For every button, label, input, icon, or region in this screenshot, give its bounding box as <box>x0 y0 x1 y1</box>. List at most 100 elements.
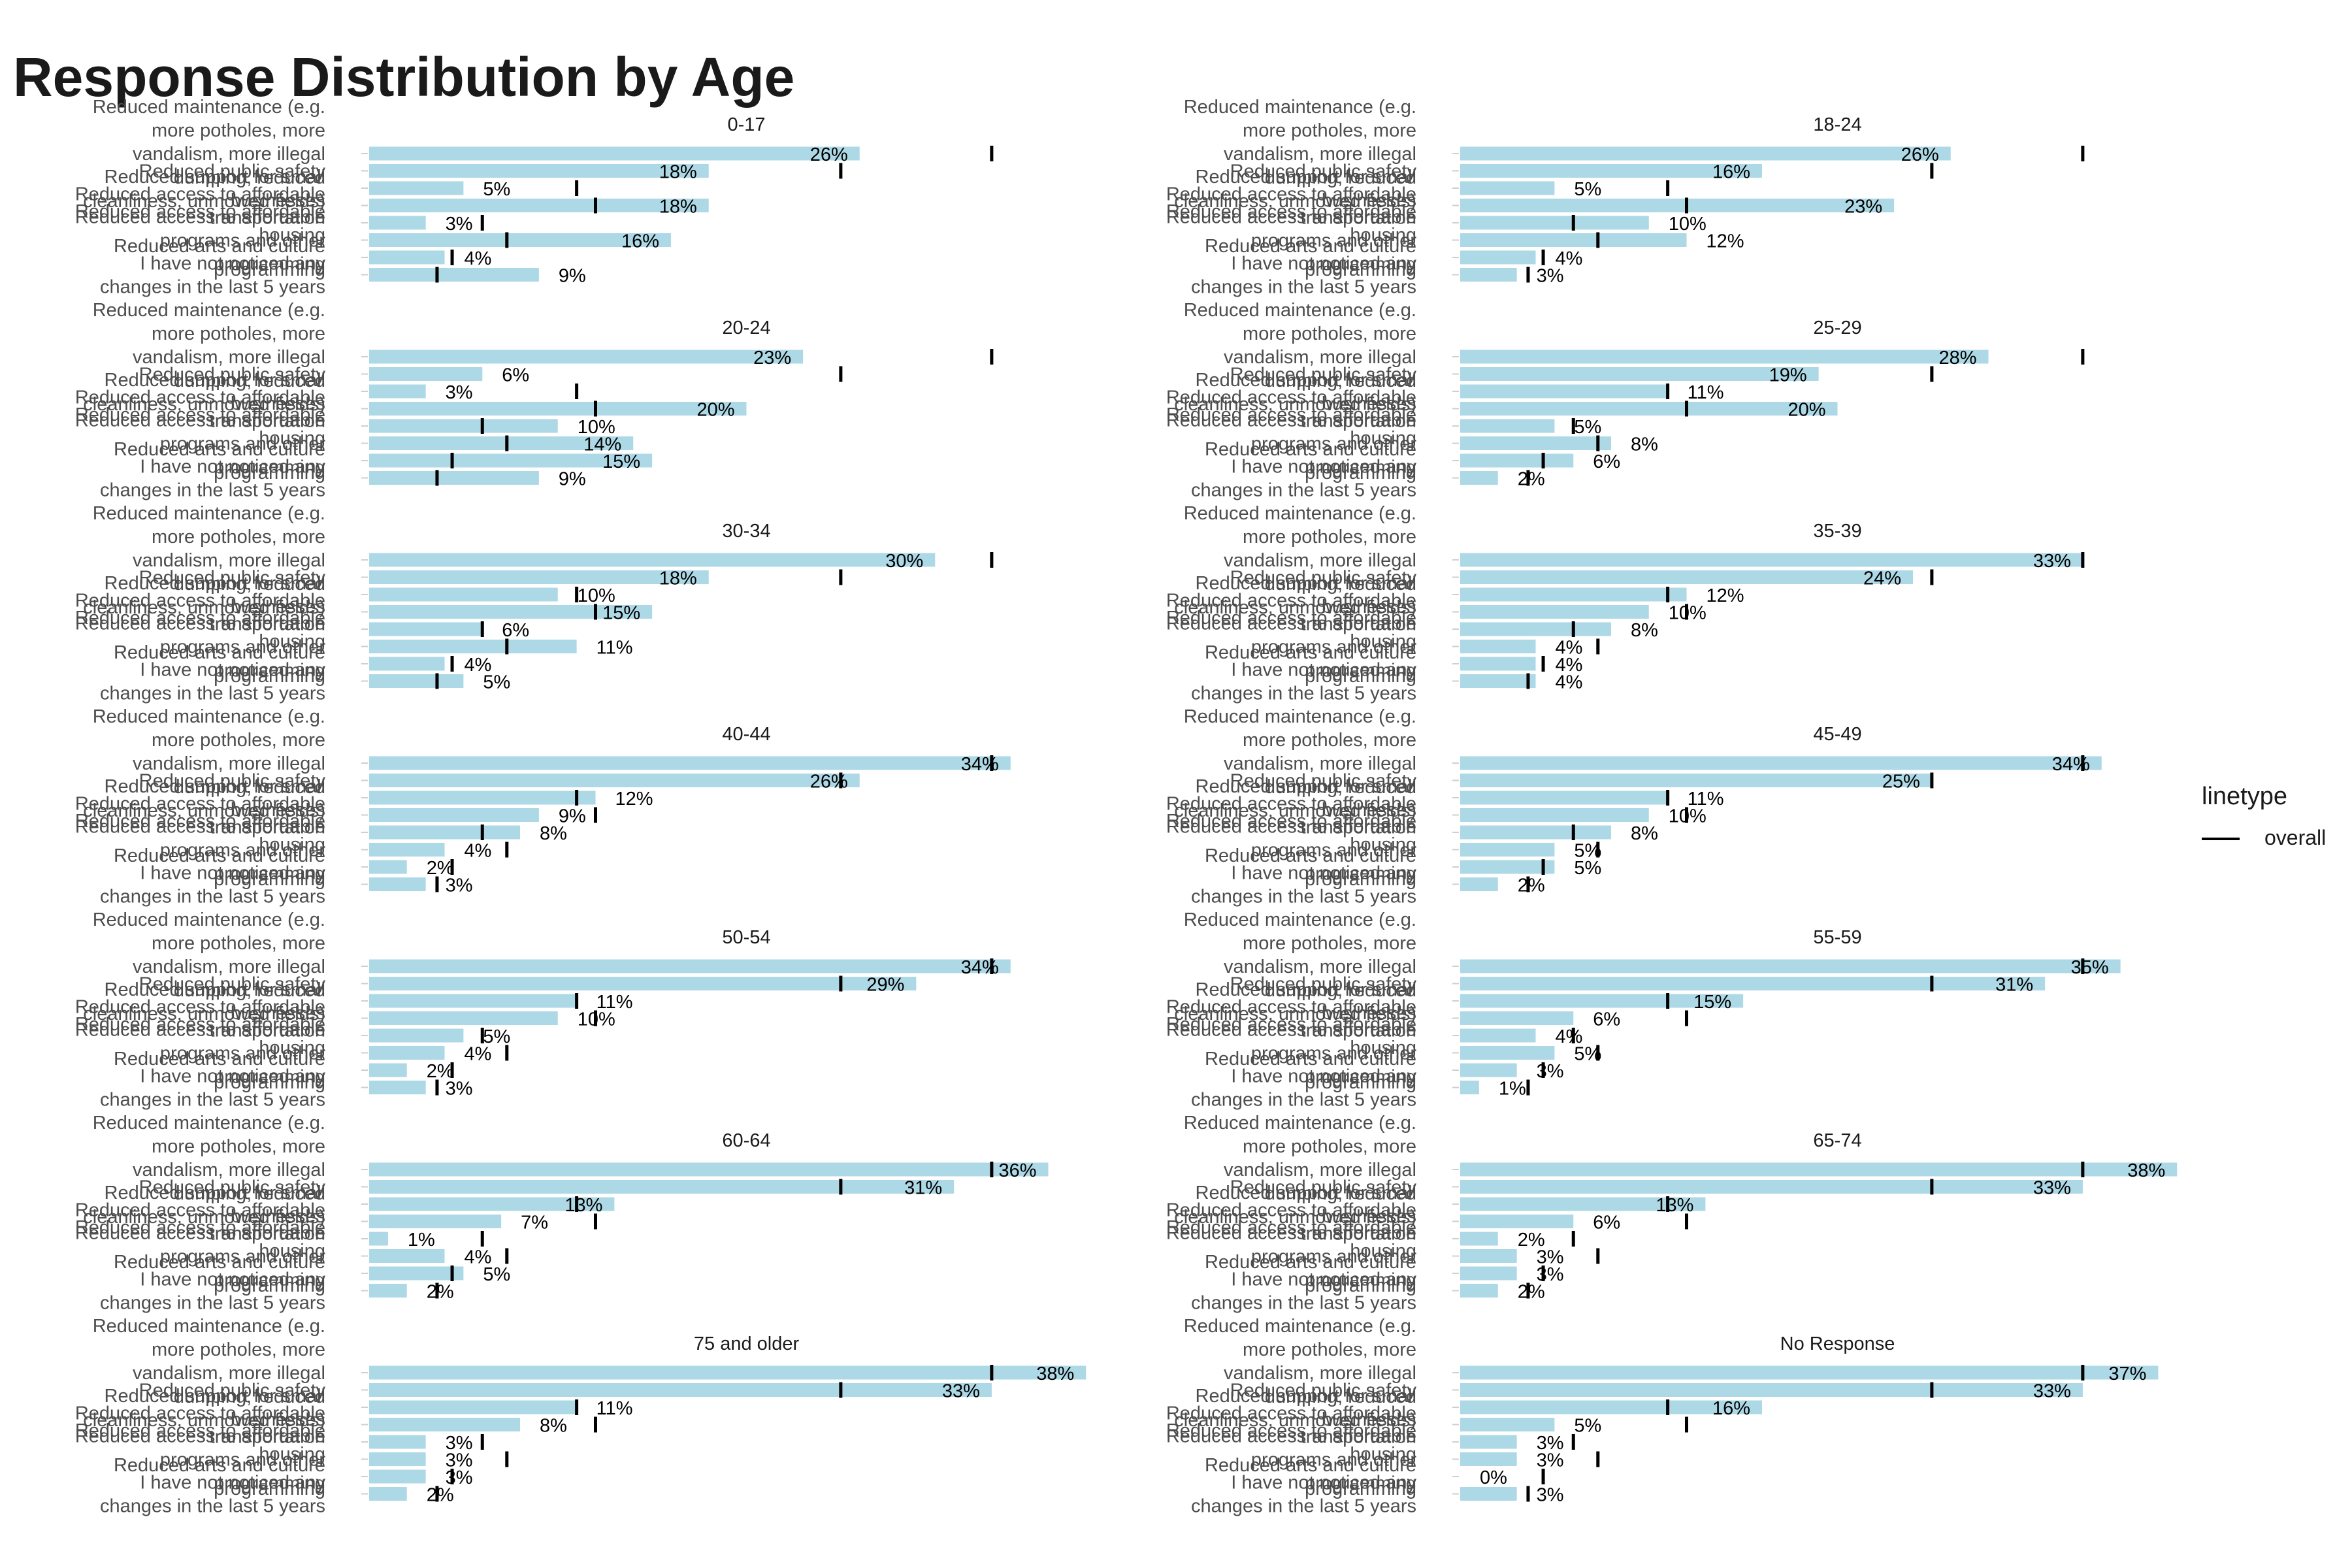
category-tick-label: Reduced support for small businesses <box>1196 573 1417 617</box>
category-tick-label: Reduced maintenance (e.g. more potholes, … <box>1174 300 1416 415</box>
data-label: 12% <box>615 789 653 809</box>
bar <box>1460 250 1536 265</box>
category-tick-label: Reduced public safety <box>1230 1380 1417 1401</box>
category-tick-label: I have not noticed any changes in the las… <box>1191 1473 1416 1517</box>
bar <box>1460 1162 2178 1177</box>
category-tick-label: Reduced access to affordable housing <box>1166 1217 1416 1262</box>
data-label: 5% <box>483 672 510 693</box>
data-label: 4% <box>1556 638 1583 659</box>
facet-strip-label: 35-39 <box>1813 521 1861 542</box>
data-label: 31% <box>1995 975 2033 996</box>
data-label: 4% <box>1556 248 1583 269</box>
data-label: 2% <box>1518 1282 1545 1303</box>
data-label: 8% <box>1631 620 1658 641</box>
data-label: 4% <box>465 1044 492 1065</box>
data-label: 6% <box>502 365 529 386</box>
category-tick-label: Reduced access to affordable transportati… <box>75 997 325 1041</box>
category-tick-label: Reduced access to affordable programs and… <box>1166 410 1417 478</box>
bar <box>369 1469 426 1484</box>
data-label: 3% <box>446 382 473 403</box>
facet-strip-label: 18-24 <box>1813 114 1861 135</box>
data-label: 13% <box>564 1195 602 1216</box>
bar <box>369 1452 426 1466</box>
bar <box>369 994 577 1008</box>
category-tick-label: Reduced support for small businesses <box>105 573 326 617</box>
data-label: 9% <box>559 469 586 490</box>
data-label: 29% <box>866 975 904 996</box>
data-label: 4% <box>1556 672 1583 693</box>
category-tick-label: Reduced maintenance (e.g. more potholes, … <box>1174 97 1416 212</box>
data-label: 2% <box>1518 469 1545 490</box>
bar <box>369 959 1011 973</box>
category-tick-label: Reduced arts and culture programming <box>1205 845 1416 890</box>
bar <box>1460 471 1498 485</box>
bar <box>369 640 577 653</box>
data-label: 5% <box>1574 1044 1601 1065</box>
bar <box>1460 453 1574 468</box>
bar <box>1460 146 1951 161</box>
facet-strip-label: 65-74 <box>1813 1130 1861 1151</box>
category-tick-label: Reduced arts and culture programming <box>1205 1252 1416 1296</box>
bar <box>369 384 426 399</box>
data-label: 11% <box>596 992 633 1013</box>
bar <box>1460 1249 1517 1263</box>
bar <box>369 570 709 584</box>
data-label: 8% <box>1631 823 1658 844</box>
category-tick-label: Reduced arts and culture programming <box>1205 439 1416 483</box>
data-label: 2% <box>427 1282 454 1303</box>
category-tick-label: Reduced access to affordable transportati… <box>75 1403 325 1448</box>
category-tick-label: I have not noticed any changes in the las… <box>100 457 325 501</box>
bar <box>369 1063 407 1077</box>
bar <box>1460 825 1611 840</box>
category-tick-label: Reduced maintenance (e.g. more potholes, … <box>1174 503 1416 618</box>
data-label: 2% <box>427 1061 454 1082</box>
category-tick-label: Reduced access to affordable housing <box>75 1014 325 1058</box>
category-tick-label: Reduced maintenance (e.g. more potholes, … <box>83 300 325 415</box>
data-label: 4% <box>465 248 492 269</box>
bar <box>1460 553 2083 567</box>
data-label: 3% <box>1537 1450 1564 1471</box>
category-tick-label: Reduced access to affordable transportati… <box>75 387 325 432</box>
bar <box>1460 843 1555 857</box>
category-tick-label: Reduced access to affordable housing <box>1166 811 1416 855</box>
data-label: 1% <box>408 1230 435 1250</box>
bar <box>369 622 483 636</box>
data-label: 10% <box>1669 806 1707 827</box>
data-label: 11% <box>596 1398 633 1419</box>
category-tick-label: Reduced arts and culture programming <box>114 236 325 280</box>
bar <box>1460 1197 1706 1211</box>
category-tick-label: Reduced access to affordable transportati… <box>1166 1200 1416 1245</box>
data-label: 6% <box>1593 1213 1620 1233</box>
bar <box>369 1400 577 1414</box>
bar <box>1460 791 1668 805</box>
bar <box>1460 1266 1517 1281</box>
data-label: 16% <box>1712 162 1750 183</box>
category-tick-label: Reduced access to affordable housing <box>75 1420 325 1465</box>
legend-key-line <box>2202 838 2240 840</box>
facet-strip-label: 25-29 <box>1813 318 1861 338</box>
category-tick-label: Reduced public safety <box>1230 365 1417 385</box>
data-label: 6% <box>502 620 529 641</box>
data-label: 15% <box>1693 992 1731 1013</box>
bar <box>1460 774 1932 787</box>
bar <box>369 471 539 485</box>
data-label: 4% <box>465 655 492 676</box>
category-tick-label: Reduced arts and culture programming <box>1205 1455 1416 1499</box>
bar <box>369 1435 426 1449</box>
data-label: 10% <box>1669 603 1707 624</box>
data-label: 5% <box>483 179 510 200</box>
data-label: 18% <box>659 568 697 589</box>
data-label: 10% <box>578 1009 615 1030</box>
category-tick-label: Reduced support for small businesses <box>1196 1386 1417 1430</box>
data-label: 9% <box>559 266 586 287</box>
bar <box>369 453 653 468</box>
data-label: 13% <box>1656 1195 1693 1216</box>
data-label: 15% <box>602 451 640 472</box>
category-tick-label: Reduced access to affordable programs and… <box>1166 1020 1417 1088</box>
data-label: 2% <box>427 1485 454 1506</box>
bar <box>1460 1180 2083 1194</box>
category-tick-label: Reduced support for small businesses <box>105 776 326 821</box>
data-label: 7% <box>521 1213 548 1233</box>
data-label: 16% <box>1712 1398 1750 1419</box>
